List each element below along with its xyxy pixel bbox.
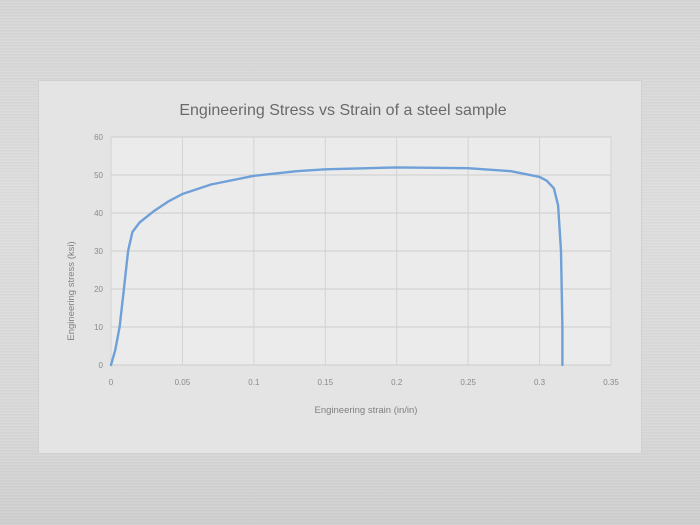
chart-title: Engineering Stress vs Strain of a steel … [179, 102, 506, 119]
x-tick-label: 0 [109, 378, 114, 387]
stress-strain-curve [109, 166, 564, 367]
chart-area: Engineering Stress vs Strain of a steel … [38, 80, 642, 454]
y-tick-label: 0 [99, 361, 104, 370]
x-tick-label: 0.15 [317, 378, 333, 387]
x-tick-label: 0.3 [534, 378, 546, 387]
y-tick-label: 20 [94, 285, 103, 294]
x-tick-label: 0.25 [460, 378, 476, 387]
y-tick-label: 60 [94, 133, 103, 142]
stress-strain-chart: Engineering Stress vs Strain of a steel … [66, 102, 619, 416]
x-tick-label: 0.35 [603, 378, 619, 387]
tick-labels: 0 10 20 30 40 50 60 0 0.05 0.1 0.15 0.2 0.25 0.3 0.35 [94, 133, 619, 387]
y-tick-label: 30 [94, 247, 103, 256]
x-tick-label: 0.1 [248, 378, 260, 387]
y-tick-label: 10 [94, 323, 103, 332]
y-tick-label: 40 [94, 209, 103, 218]
x-tick-label: 0.05 [175, 378, 191, 387]
y-axis-label: Engineering stress (ksi) [66, 241, 77, 340]
x-axis-label: Engineering strain (in/in) [315, 405, 418, 416]
grid [110, 136, 612, 366]
y-tick-label: 50 [94, 171, 103, 180]
x-tick-label: 0.2 [391, 378, 403, 387]
series-layer [109, 166, 564, 367]
